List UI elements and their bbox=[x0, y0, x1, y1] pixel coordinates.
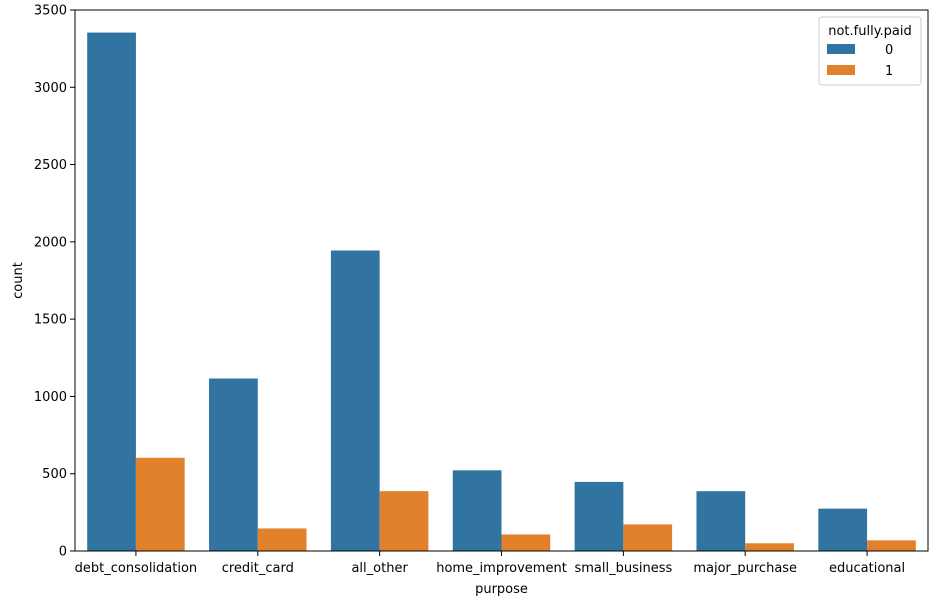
y-axis-label: count bbox=[11, 262, 26, 299]
y-tick-label: 1000 bbox=[34, 390, 67, 405]
y-tick-label: 1500 bbox=[34, 313, 67, 328]
y-axis-ticks: 0 500 1000 1500 2000 2500 3000 3500 bbox=[34, 4, 75, 560]
legend-swatch-1 bbox=[827, 65, 855, 75]
bar-small_business-series-1 bbox=[623, 524, 673, 551]
y-tick-label: 500 bbox=[42, 467, 67, 482]
bar-major_purchase-series-0 bbox=[696, 491, 746, 551]
bar-all_other-series-0 bbox=[330, 250, 380, 552]
y-tick-label: 0 bbox=[59, 545, 67, 560]
bar-credit_card-series-0 bbox=[209, 378, 258, 551]
x-tick-label: major_purchase bbox=[693, 561, 797, 576]
x-tick-label: all_other bbox=[351, 561, 408, 576]
y-tick-label: 2000 bbox=[34, 235, 67, 250]
bar-debt_consolidation-series-1 bbox=[135, 457, 185, 551]
x-tick-label: home_improvement bbox=[436, 561, 567, 576]
bar-credit_card-series-1 bbox=[257, 528, 307, 551]
legend-label-0: 0 bbox=[885, 43, 893, 58]
x-tick-label: educational bbox=[829, 561, 905, 576]
legend: not.fully.paid 01 bbox=[818, 16, 922, 86]
plot-frame bbox=[74, 9, 929, 552]
bar-major_purchase-series-1 bbox=[745, 543, 794, 551]
legend-title: not.fully.paid bbox=[828, 24, 912, 39]
bar-debt_consolidation-series-0 bbox=[87, 32, 136, 551]
y-tick-label: 3000 bbox=[34, 81, 67, 96]
x-axis-ticks: debt_consolidation credit_card all_other ho… bbox=[75, 551, 905, 576]
x-axis-label: purpose bbox=[475, 582, 528, 597]
x-tick-label: debt_consolidation bbox=[75, 561, 198, 576]
bar-educational-series-0 bbox=[818, 508, 868, 551]
y-tick-label: 2500 bbox=[34, 158, 67, 173]
x-tick-label: credit_card bbox=[222, 561, 294, 576]
bar-all_other-series-1 bbox=[379, 491, 429, 551]
x-tick-label: small_business bbox=[574, 561, 672, 576]
bar-home_improvement-series-0 bbox=[452, 470, 502, 551]
legend-items: 01 bbox=[827, 43, 893, 79]
y-tick-label: 3500 bbox=[34, 4, 67, 19]
bar-home_improvement-series-1 bbox=[501, 534, 551, 551]
bar-educational-series-1 bbox=[867, 540, 916, 551]
legend-label-1: 1 bbox=[885, 64, 893, 79]
bar-small_business-series-0 bbox=[574, 481, 624, 551]
legend-swatch-0 bbox=[827, 44, 855, 54]
bars-group bbox=[87, 32, 916, 552]
